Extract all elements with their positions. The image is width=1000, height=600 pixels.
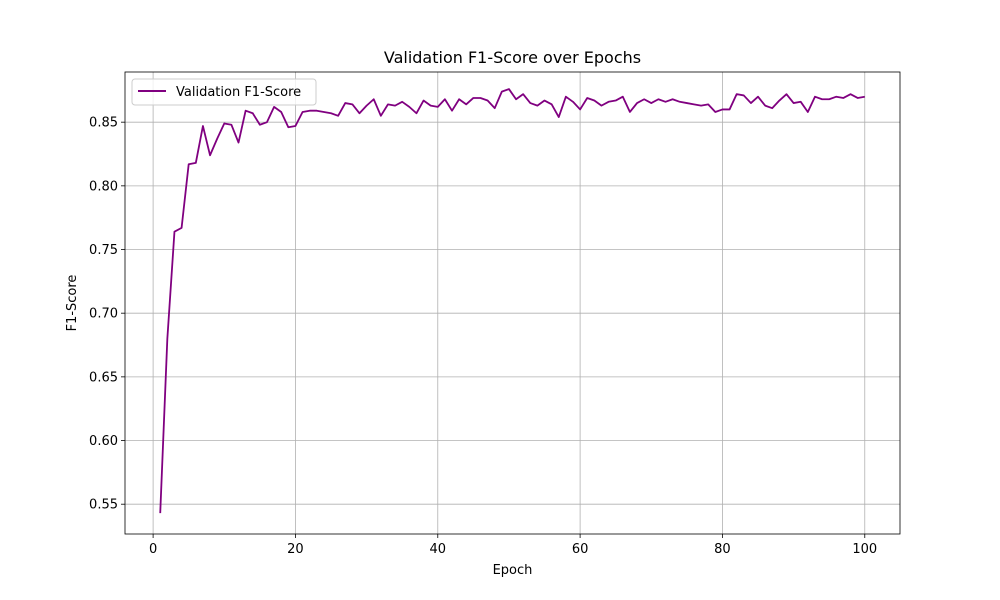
legend-box xyxy=(131,78,317,106)
series-layer xyxy=(159,88,865,514)
y-tick-label: 0.80 xyxy=(89,179,118,194)
y-tick-label: 0.60 xyxy=(89,434,118,449)
series-line xyxy=(159,88,865,514)
legend: Validation F1-Score xyxy=(131,78,317,106)
grid xyxy=(125,72,900,534)
y-axis-label: F1-Score xyxy=(65,275,80,332)
x-tick-label: 40 xyxy=(430,542,447,557)
x-axis-label: Epoch xyxy=(493,563,533,578)
legend-label: Validation F1-Score xyxy=(176,85,301,100)
y-tick-label: 0.75 xyxy=(89,243,118,258)
x-tick-label: 100 xyxy=(852,542,877,557)
x-tick-label: 0 xyxy=(149,542,157,557)
y-tick-label: 0.85 xyxy=(89,116,118,131)
y-tick-label: 0.55 xyxy=(89,498,118,513)
chart-title: Validation F1-Score over Epochs xyxy=(384,48,641,67)
y-tick-label: 0.70 xyxy=(89,307,118,322)
y-tick-label: 0.65 xyxy=(89,370,118,385)
y-axis: 0.55 0.60 0.65 0.70 0.75 0.80 0.85 xyxy=(89,116,125,513)
plot-area-frame xyxy=(124,71,901,535)
x-axis: 0 20 40 60 80 100 xyxy=(149,534,877,557)
x-tick-label: 80 xyxy=(714,542,731,557)
x-tick-label: 20 xyxy=(287,542,304,557)
x-tick-label: 60 xyxy=(572,542,589,557)
